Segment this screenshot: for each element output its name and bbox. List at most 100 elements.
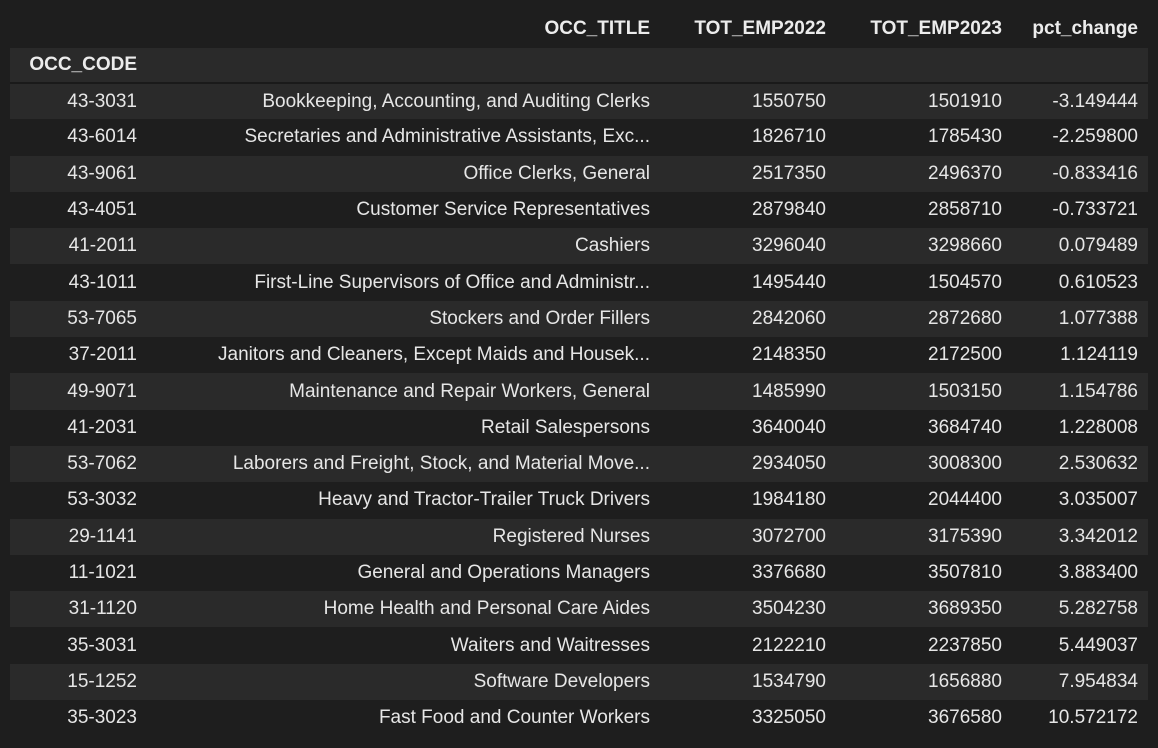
row-index-occ-code: 53-7065: [67, 307, 137, 329]
cell-tot-emp2022: 1826710: [752, 126, 826, 148]
table-body: 43-3031 Bookkeeping, Accounting, and Audi…: [10, 83, 1148, 737]
cell-tot-emp2022: 3640040: [752, 416, 826, 438]
row-index-occ-code: 29-1141: [68, 525, 137, 547]
cell-occ-title: Cashiers: [575, 235, 650, 257]
cell-tot-emp2023: 2872680: [928, 307, 1002, 329]
cell-occ-title: Heavy and Tractor-Trailer Truck Drivers: [318, 489, 650, 511]
cell-tot-emp2023: 2044400: [928, 489, 1002, 511]
table-row: 53-3032 Heavy and Tractor-Trailer Truck D…: [10, 482, 1148, 519]
table-row: 35-3023 Fast Food and Counter Workers 3325…: [10, 700, 1148, 737]
cell-tot-emp2023: 2858710: [928, 199, 1002, 221]
cell-occ-title: Bookkeeping, Accounting, and Auditing Cl…: [262, 90, 650, 112]
cell-tot-emp2023: 2237850: [928, 634, 1002, 656]
cell-pct-change: 3.035007: [1058, 489, 1138, 511]
cell-pct-change: -3.149444: [1052, 90, 1138, 112]
row-index-occ-code: 43-3031: [67, 90, 137, 112]
index-name-filler: [836, 48, 1012, 84]
cell-occ-title: Laborers and Freight, Stock, and Materia…: [232, 453, 650, 475]
index-header-blank: [10, 10, 147, 48]
cell-pct-change: 1.154786: [1058, 380, 1138, 402]
cell-occ-title: Retail Salespersons: [481, 416, 650, 438]
cell-occ-title: Office Clerks, General: [463, 162, 650, 184]
table-row: 49-9071 Maintenance and Repair Workers, G…: [10, 373, 1148, 410]
row-index-occ-code: 31-1120: [68, 598, 137, 620]
cell-pct-change: 1.124119: [1060, 344, 1138, 366]
cell-occ-title: Secretaries and Administrative Assistant…: [244, 126, 650, 148]
index-name-row: OCC_CODE: [10, 48, 1148, 84]
cell-tot-emp2022: 1984180: [752, 489, 826, 511]
cell-occ-title: First-Line Supervisors of Office and Adm…: [254, 271, 650, 293]
cell-occ-title: Stockers and Order Fillers: [429, 307, 650, 329]
cell-occ-title: Fast Food and Counter Workers: [378, 707, 650, 729]
row-index-occ-code: 11-1021: [68, 562, 137, 583]
table-row: 43-4051 Customer Service Representatives 2…: [10, 191, 1148, 229]
index-name-filler: [1012, 48, 1148, 84]
cell-pct-change: -0.733721: [1052, 199, 1138, 221]
table-row: 41-2011 Cashiers 3296040 3298660 0.079489: [10, 228, 1148, 265]
cell-tot-emp2023: 3507810: [928, 562, 1002, 583]
cell-tot-emp2023: 1656880: [928, 670, 1002, 692]
table-row: 43-6014 Secretaries and Administrative As…: [10, 119, 1148, 156]
column-header-tot-emp2022: TOT_EMP2022: [660, 10, 836, 48]
table-row: 15-1252 Software Developers 1534790 1656880…: [10, 663, 1148, 701]
cell-tot-emp2023: 2172500: [928, 344, 1002, 366]
cell-pct-change: 7.954834: [1058, 670, 1138, 692]
cell-occ-title: General and Operations Managers: [357, 562, 650, 583]
cell-tot-emp2023: 3008300: [928, 453, 1002, 475]
cell-tot-emp2023: 3298660: [928, 235, 1002, 257]
row-index-occ-code: 35-3031: [67, 634, 137, 656]
row-index-occ-code: 43-1011: [68, 271, 137, 293]
table-row: 11-1021 General and Operations Managers 33…: [10, 554, 1148, 592]
cell-tot-emp2022: 2879840: [752, 199, 826, 221]
cell-tot-emp2022: 3325050: [752, 707, 826, 729]
row-index-occ-code: 53-7062: [67, 453, 137, 475]
cell-pct-change: 0.610523: [1058, 271, 1138, 293]
table-row: 43-9061 Office Clerks, General 2517350 2496…: [10, 155, 1148, 192]
row-index-occ-code: 43-4051: [67, 199, 137, 221]
cell-occ-title: Janitors and Cleaners, Except Maids and …: [218, 344, 650, 366]
row-index-occ-code: 43-9061: [67, 162, 137, 184]
row-index-occ-code: 53-3032: [67, 489, 137, 511]
cell-tot-emp2023: 3684740: [928, 416, 1002, 438]
table-row: 37-2011 Janitors and Cleaners, Except Mai…: [10, 337, 1148, 374]
column-header-tot-emp2023: TOT_EMP2023: [836, 10, 1012, 48]
column-header-row: OCC_TITLE TOT_EMP2022 TOT_EMP2023 pct_ch…: [10, 10, 1148, 48]
cell-pct-change: -2.259800: [1052, 126, 1138, 148]
cell-occ-title: Customer Service Representatives: [356, 199, 650, 221]
table-row: 41-2031 Retail Salespersons 3640040 3684740…: [10, 409, 1148, 446]
cell-pct-change: -0.833416: [1052, 162, 1138, 184]
table-row: 29-1141 Registered Nurses 3072700 3175390 3.…: [10, 518, 1148, 555]
table-row: 35-3031 Waiters and Waitresses 2122210 2237…: [10, 627, 1148, 664]
row-index-occ-code: 37-2011: [68, 344, 137, 366]
cell-tot-emp2023: 2496370: [928, 162, 1002, 184]
table-row: 43-1011 First-Line Supervisors of Office …: [10, 264, 1148, 301]
cell-pct-change: 0.079489: [1058, 235, 1138, 257]
cell-pct-change: 3.342012: [1058, 525, 1138, 547]
cell-tot-emp2023: 1503150: [928, 380, 1002, 402]
cell-tot-emp2023: 1501910: [928, 90, 1002, 112]
cell-tot-emp2022: 3296040: [752, 235, 826, 257]
column-header-occ-title: OCC_TITLE: [147, 10, 660, 48]
row-index-occ-code: 41-2031: [67, 416, 137, 438]
cell-tot-emp2022: 1495440: [752, 271, 826, 293]
cell-tot-emp2023: 1504570: [928, 271, 1002, 293]
row-index-occ-code: 49-9071: [67, 380, 137, 402]
cell-tot-emp2023: 1785430: [928, 126, 1002, 148]
cell-occ-title: Home Health and Personal Care Aides: [323, 598, 650, 620]
cell-occ-title: Waiters and Waitresses: [450, 634, 650, 656]
dataframe-table: OCC_TITLE TOT_EMP2022 TOT_EMP2023 pct_ch…: [10, 10, 1148, 737]
cell-tot-emp2022: 1550750: [752, 90, 826, 112]
dataframe-output: OCC_TITLE TOT_EMP2022 TOT_EMP2023 pct_ch…: [10, 10, 1148, 737]
row-index-occ-code: 41-2011: [68, 235, 137, 257]
cell-tot-emp2022: 1534790: [752, 670, 826, 692]
cell-tot-emp2022: 3072700: [752, 525, 826, 547]
index-name-header: OCC_CODE: [10, 48, 147, 84]
cell-pct-change: 10.572172: [1048, 707, 1138, 729]
row-index-occ-code: 43-6014: [67, 126, 137, 148]
cell-pct-change: 1.228008: [1058, 416, 1138, 438]
cell-pct-change: 2.530632: [1058, 453, 1138, 475]
cell-tot-emp2023: 3676580: [928, 707, 1002, 729]
index-name-filler: [147, 48, 660, 84]
cell-occ-title: Software Developers: [473, 670, 650, 692]
cell-pct-change: 5.282758: [1058, 598, 1138, 620]
